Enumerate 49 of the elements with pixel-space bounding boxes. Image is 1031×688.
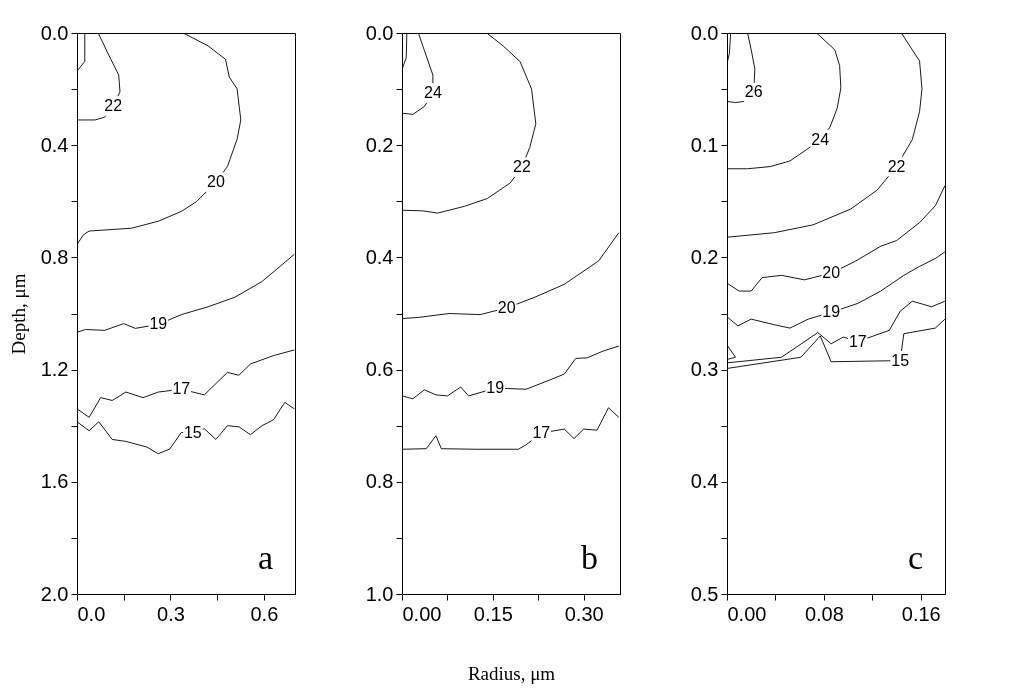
y-tick-label: 0.8 bbox=[40, 245, 69, 268]
series-label: 20 bbox=[207, 173, 225, 191]
y-tick-label: 0.6 bbox=[365, 358, 394, 381]
y-tick-label: 0.3 bbox=[690, 358, 719, 381]
series-label: 19 bbox=[486, 379, 505, 397]
series-label: 19 bbox=[149, 315, 168, 333]
x-tick-label: 0.00 bbox=[727, 602, 767, 625]
x-tick-label: 0.30 bbox=[564, 602, 604, 625]
y-tick-label: 0.0 bbox=[690, 21, 719, 44]
series-label: 20 bbox=[497, 298, 516, 316]
series-label: 15 bbox=[891, 351, 910, 369]
series-label: 22 bbox=[513, 158, 531, 176]
annotation: b bbox=[581, 539, 598, 576]
x-tick-label: 0.00 bbox=[402, 602, 442, 625]
y-axis-title: Depth, μm bbox=[7, 273, 29, 355]
series-label: 17 bbox=[848, 332, 867, 350]
x-tick-label: 0.0 bbox=[77, 602, 106, 625]
y-tick-label: 1.0 bbox=[365, 582, 394, 605]
y-tick-label: 0.1 bbox=[690, 133, 719, 156]
series-label: 22 bbox=[104, 96, 123, 114]
y-tick-label: 0.2 bbox=[690, 245, 719, 268]
y-tick-label: 0.0 bbox=[365, 21, 394, 44]
y-tick-label: 0.4 bbox=[365, 245, 394, 268]
series-label: 22 bbox=[887, 157, 906, 175]
x-tick-label: 0.16 bbox=[901, 602, 941, 625]
y-tick-label: 2.0 bbox=[40, 582, 69, 605]
x-tick-label: 0.3 bbox=[157, 602, 185, 625]
series-label: 24 bbox=[423, 84, 442, 102]
y-tick-label: 1.2 bbox=[40, 358, 69, 381]
y-tick-label: 1.6 bbox=[40, 470, 69, 493]
y-tick-label: 0.4 bbox=[690, 470, 719, 493]
series-label: 19 bbox=[822, 303, 841, 321]
annotation: c bbox=[907, 539, 923, 576]
x-tick-label: 0.08 bbox=[804, 602, 844, 625]
x-axis-title: Radius, μm bbox=[467, 662, 556, 684]
x-tick-label: 0.6 bbox=[250, 602, 279, 625]
y-tick-label: 0.8 bbox=[365, 470, 394, 493]
series-label: 17 bbox=[172, 380, 191, 398]
annotation: a bbox=[257, 539, 273, 576]
series-label: 17 bbox=[532, 423, 551, 441]
series-label: 20 bbox=[822, 264, 841, 282]
y-tick-label: 0.0 bbox=[40, 21, 69, 44]
series-label: 24 bbox=[811, 130, 830, 148]
series-label: 15 bbox=[183, 423, 202, 441]
y-tick-label: 0.5 bbox=[690, 582, 719, 605]
y-tick-label: 0.4 bbox=[40, 133, 69, 156]
x-tick-label: 0.15 bbox=[473, 602, 513, 625]
series-label: 26 bbox=[744, 83, 763, 101]
y-tick-label: 0.2 bbox=[365, 133, 394, 156]
